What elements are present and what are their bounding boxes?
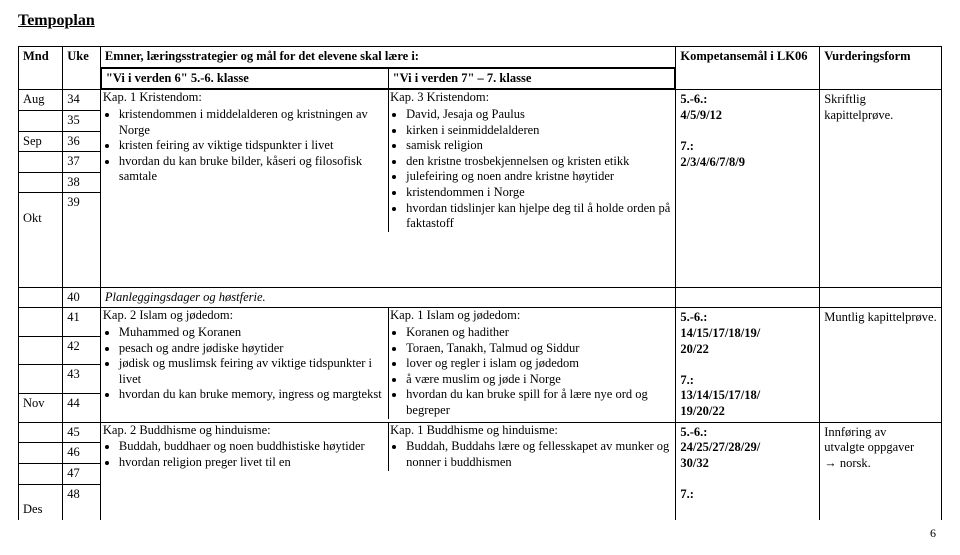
week-cell: 34 bbox=[63, 90, 101, 111]
table-row: Aug 34 Kap. 1 Kristendom: kristendommen … bbox=[19, 90, 942, 111]
list-item: Toraen, Tanakh, Talmud og Siddur bbox=[406, 341, 673, 357]
week-cell: 46 bbox=[63, 443, 101, 464]
month-cell: Sep bbox=[19, 131, 63, 152]
week-cell: 43 bbox=[63, 365, 101, 394]
chapter-title: Kap. 2 Buddhisme og hinduisme: bbox=[103, 423, 386, 439]
bullet-list: Koranen og hadither Toraen, Tanakh, Talm… bbox=[406, 325, 673, 419]
month-cell: Des bbox=[19, 484, 63, 520]
bullet-list: David, Jesaja og Paulus kirken i seinmid… bbox=[406, 107, 673, 232]
competency-cell: 5.-6.: 14/15/17/18/19/ 20/22 7.: 13/14/1… bbox=[676, 308, 820, 422]
list-item: hvordan tidslinjer kan hjelpe deg til å … bbox=[406, 201, 673, 232]
list-item: hvordan du kan bruke bilder, kåseri og f… bbox=[119, 154, 386, 185]
list-item: kristendommen i middelalderen og kristni… bbox=[119, 107, 386, 138]
list-item: jødisk og muslimsk feiring av viktige ti… bbox=[119, 356, 386, 387]
week-cell: 36 bbox=[63, 131, 101, 152]
header-vurd: Vurderingsform bbox=[820, 47, 942, 90]
list-item: den kristne trosbekjennelsen og kristen … bbox=[406, 154, 673, 170]
list-item: David, Jesaja og Paulus bbox=[406, 107, 673, 123]
week-cell: 47 bbox=[63, 463, 101, 484]
week-cell: 38 bbox=[63, 172, 101, 193]
list-item: å være muslim og jøde i Norge bbox=[406, 372, 673, 388]
assessment-cell: Innføring av utvalgte oppgaver → norsk. bbox=[820, 422, 942, 520]
content-cell: Kap. 2 Buddhisme og hinduisme: Buddah, b… bbox=[100, 422, 675, 520]
list-item: kirken i seinmiddelalderen bbox=[406, 123, 673, 139]
list-item: samisk religion bbox=[406, 138, 673, 154]
assessment-cell: Skriftlig kapittelprøve. bbox=[820, 90, 942, 287]
table-header-row: Mnd Uke Emner, læringsstrategier og mål … bbox=[19, 47, 942, 68]
table-row: 45 Kap. 2 Buddhisme og hinduisme: Buddah… bbox=[19, 422, 942, 443]
chapter-title: Kap. 2 Islam og jødedom: bbox=[103, 308, 386, 324]
month-cell: Nov bbox=[19, 394, 63, 423]
list-item: julefeiring og noen andre kristne høytid… bbox=[406, 169, 673, 185]
bullet-list: kristendommen i middelalderen og kristni… bbox=[119, 107, 386, 185]
list-item: pesach og andre jødiske høytider bbox=[119, 341, 386, 357]
subheader-right: "Vi i verden 7" – 7. klasse bbox=[388, 68, 675, 89]
list-item: hvordan du kan bruke memory, ingress og … bbox=[119, 387, 386, 403]
list-item: kristendommen i Norge bbox=[406, 185, 673, 201]
list-item: kristen feiring av viktige tidspunkter i… bbox=[119, 138, 386, 154]
header-emner: Emner, læringsstrategier og mål for det … bbox=[100, 47, 675, 68]
list-item: Muhammed og Koranen bbox=[119, 325, 386, 341]
bullet-list: Buddah, buddhaer og noen buddhistiske hø… bbox=[119, 439, 386, 470]
week-cell: 45 bbox=[63, 422, 101, 443]
week-cell: 39 bbox=[63, 193, 101, 287]
page-number: 6 bbox=[18, 526, 942, 541]
header-uke: Uke bbox=[63, 47, 101, 90]
chapter-title: Kap. 1 Islam og jødedom: bbox=[390, 308, 673, 324]
week-cell: 48 bbox=[63, 484, 101, 520]
header-mnd: Mnd bbox=[19, 47, 63, 90]
content-cell: Kap. 2 Islam og jødedom: Muhammed og Kor… bbox=[100, 308, 675, 422]
tempoplan-table: Mnd Uke Emner, læringsstrategier og mål … bbox=[18, 46, 942, 520]
list-item: hvordan du kan bruke spill for å lære ny… bbox=[406, 387, 673, 418]
week-cell: 40 bbox=[63, 287, 101, 308]
bullet-list: Buddah, Buddahs lære og fellesskapet av … bbox=[406, 439, 673, 470]
competency-cell: 5.-6.: 4/5/9/12 7.: 2/3/4/6/7/8/9 bbox=[676, 90, 820, 287]
content-cell: Kap. 1 Kristendom: kristendommen i midde… bbox=[100, 90, 675, 287]
month-cell: Okt bbox=[19, 193, 63, 287]
competency-cell: 5.-6.: 24/25/27/28/29/ 30/32 7.: bbox=[676, 422, 820, 520]
week-cell: 42 bbox=[63, 336, 101, 365]
week-cell: 37 bbox=[63, 152, 101, 173]
subheader-left: "Vi i verden 6" 5.-6. klasse bbox=[101, 68, 388, 89]
list-item: hvordan religion preger livet til en bbox=[119, 455, 386, 471]
planning-cell: Planleggingsdager og høstferie. bbox=[100, 287, 675, 308]
chapter-title: Kap. 1 Buddhisme og hinduisme: bbox=[390, 423, 673, 439]
chapter-title: Kap. 3 Kristendom: bbox=[390, 90, 673, 106]
list-item: Buddah, Buddahs lære og fellesskapet av … bbox=[406, 439, 673, 470]
chapter-title: Kap. 1 Kristendom: bbox=[103, 90, 386, 106]
list-item: lover og regler i islam og jødedom bbox=[406, 356, 673, 372]
table-row: 40 Planleggingsdager og høstferie. bbox=[19, 287, 942, 308]
week-cell: 35 bbox=[63, 110, 101, 131]
list-item: Koranen og hadither bbox=[406, 325, 673, 341]
week-cell: 41 bbox=[63, 308, 101, 337]
table-row: 41 Kap. 2 Islam og jødedom: Muhammed og … bbox=[19, 308, 942, 337]
list-item: Buddah, buddhaer og noen buddhistiske hø… bbox=[119, 439, 386, 455]
header-komp: Kompetansemål i LK06 bbox=[676, 47, 820, 90]
assessment-cell: Muntlig kapittelprøve. bbox=[820, 308, 942, 422]
document-title: Tempoplan bbox=[18, 12, 942, 30]
month-cell: Aug bbox=[19, 90, 63, 111]
week-cell: 44 bbox=[63, 394, 101, 423]
bullet-list: Muhammed og Koranen pesach og andre jødi… bbox=[119, 325, 386, 403]
